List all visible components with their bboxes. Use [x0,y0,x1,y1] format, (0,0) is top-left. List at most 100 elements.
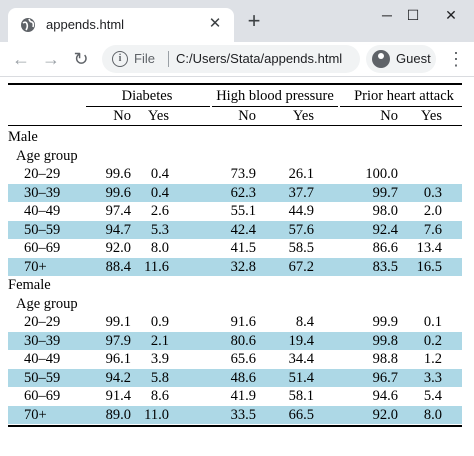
table-cell: 99.9 [372,314,398,330]
table-cell: 58.5 [288,240,314,256]
table-cell: 99.7 [372,184,398,201]
table-cell: 96.1 [105,351,131,367]
avatar-icon [372,50,390,68]
table-cell: 0.2 [423,332,442,349]
table-cell: 34.4 [288,351,314,367]
age-label: 50–59 [24,221,61,238]
table-cell: 91.4 [105,388,131,404]
table-cell: 99.6 [105,184,131,201]
group-header: Diabetes [121,88,173,104]
table-cell: 37.7 [288,184,314,201]
file-label: File [134,51,155,66]
table-cell: 11.0 [144,406,169,423]
more-menu-icon[interactable]: ⋮ [447,49,465,69]
group-underline [212,106,338,107]
table-cell: 8.0 [150,240,169,256]
group-header: Prior heart attack [354,88,454,104]
row-group-label: Age group [16,147,78,164]
table-cell: 41.9 [230,388,256,404]
table-cell: 99.8 [372,332,398,349]
table-cell: 8.0 [423,406,442,423]
table-cell: 26.1 [288,166,314,182]
table-cell: 0.3 [423,184,442,201]
table-cell: 62.3 [230,184,256,201]
page-content: Diabetes High blood pressure Prior heart a… [0,77,474,456]
group-header: High blood pressure [216,88,334,104]
age-label: 30–39 [24,184,61,201]
table-cell: 8.4 [295,314,314,330]
reload-icon[interactable]: ↻ [73,49,89,69]
header-rule [8,125,462,126]
table-cell: 97.9 [105,332,131,349]
table-cell: 5.8 [150,369,169,386]
close-window-icon[interactable]: ✕ [445,7,457,23]
table-cell: 86.6 [372,240,398,256]
group-underline [86,106,210,107]
column-header: No [113,108,131,124]
table-cell: 65.6 [230,351,256,367]
age-label: 20–29 [24,314,61,330]
table-cell: 99.1 [105,314,131,330]
table-top-rule [8,83,462,85]
group-underline [340,106,462,107]
table-cell: 3.9 [150,351,169,367]
table-cell: 96.7 [372,369,398,386]
address-bar[interactable]: i File C:/Users/Stata/appends.html [102,45,360,73]
table-cell: 0.1 [423,314,442,330]
maximize-icon[interactable]: ☐ [406,7,420,23]
column-header: Yes [147,108,169,124]
table-cell: 0.9 [150,314,169,330]
age-label: 20–29 [24,166,61,182]
column-header: No [380,108,398,124]
url-text[interactable]: C:/Users/Stata/appends.html [176,51,343,66]
back-arrow-icon[interactable]: ← [12,49,30,69]
table-cell: 97.4 [105,203,131,219]
browser-tab[interactable]: appends.html ✕ [8,8,234,42]
column-header: Yes [292,108,314,124]
age-label: 70+ [24,406,47,423]
table-cell: 41.5 [230,240,256,256]
table-cell: 8.6 [150,388,169,404]
table-cell: 58.1 [288,388,314,404]
minimize-icon[interactable]: ─ [382,7,392,23]
table-cell: 48.6 [230,369,256,386]
profile-button[interactable]: Guest [366,45,436,73]
table-cell: 5.3 [150,221,169,238]
table-cell: 3.3 [423,369,442,386]
table-cell: 1.2 [423,351,442,367]
section-label: Female [8,277,51,293]
table-cell: 83.5 [372,258,398,275]
table-cell: 2.1 [150,332,169,349]
age-label: 40–49 [24,351,61,367]
age-label: 70+ [24,258,47,275]
age-label: 30–39 [24,332,61,349]
table-cell: 80.6 [230,332,256,349]
close-tab-icon[interactable]: ✕ [208,15,222,32]
address-separator [168,51,169,67]
column-header: No [238,108,256,124]
table-cell: 0.4 [150,184,169,201]
age-label: 40–49 [24,203,61,219]
table-cell: 13.4 [416,240,442,256]
table-cell: 73.9 [230,166,256,182]
info-icon[interactable]: i [112,51,128,67]
browser-toolbar: ← → ↻ i File C:/Users/Stata/appends.html… [0,42,474,77]
column-header: Yes [420,108,442,124]
table-cell: 91.6 [230,314,256,330]
table-cell: 92.0 [372,406,398,423]
table-cell: 55.1 [230,203,256,219]
table-cell: 51.4 [288,369,314,386]
age-label: 60–69 [24,240,61,256]
table-cell: 42.4 [230,221,256,238]
age-label: 50–59 [24,369,61,386]
table-cell: 98.0 [372,203,398,219]
table-cell: 99.6 [105,166,131,182]
table-cell: 7.6 [423,221,442,238]
table-cell: 98.8 [372,351,398,367]
table-cell: 19.4 [288,332,314,349]
new-tab-icon[interactable]: + [247,8,261,33]
forward-arrow-icon[interactable]: → [42,49,60,69]
table-cell: 2.0 [423,203,442,219]
table-cell: 89.0 [105,406,131,423]
table-cell: 94.7 [105,221,131,238]
